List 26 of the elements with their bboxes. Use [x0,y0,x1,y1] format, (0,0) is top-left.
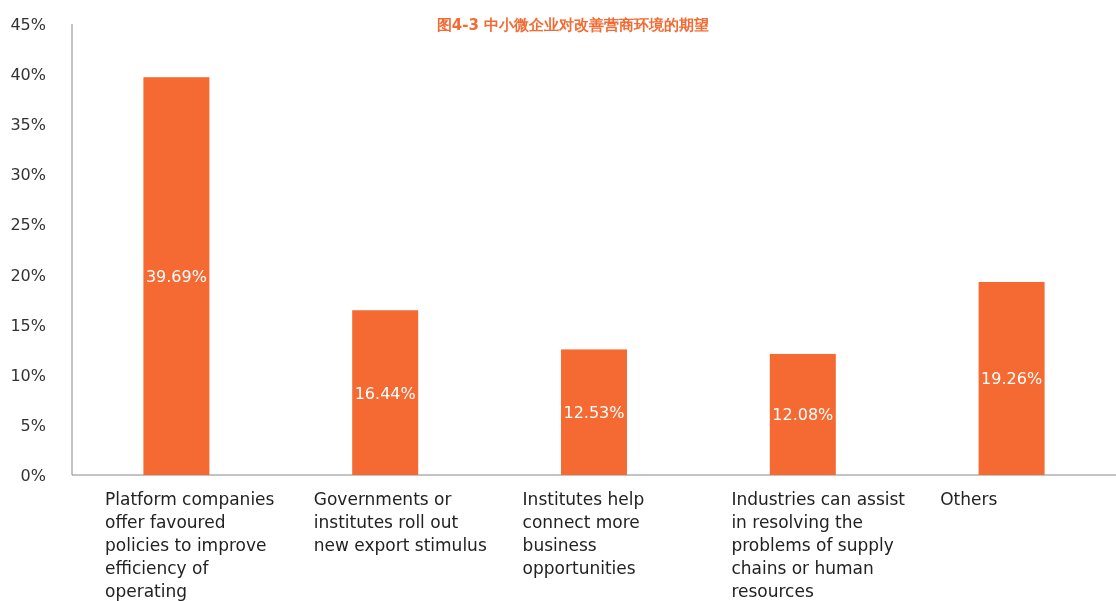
bar [978,281,1045,475]
y-tick-label: 25% [10,215,46,235]
data-label: 12.08% [772,405,834,425]
y-tick-label: 40% [10,65,46,85]
bar [143,77,210,475]
x-tick-label: Institutes help connect more business opportunities [522,489,645,578]
x-tick-label: Others [940,489,998,509]
data-label: 39.69% [145,267,207,287]
x-tick-label: Governments or institutes roll out new export stimulus [313,489,487,555]
y-tick-label: 15% [10,315,46,335]
bar [352,310,419,475]
chart-title: 图4-3 中小微企业对改善营商环境的期望 [436,16,710,34]
y-tick-label: 0% [20,466,46,485]
bar [769,353,836,475]
y-tick-label: 35% [10,115,46,135]
y-tick-label: 20% [10,265,46,285]
x-tick-label: Industries can assist in resolving the problems of supply chains or human resources [731,489,906,601]
data-label: 12.53% [563,403,625,423]
y-tick-label: 45% [10,15,46,34]
bar [561,349,627,475]
y-tick-label: 10% [10,365,46,385]
y-tick-label: 5% [20,415,46,435]
x-tick-label: Platform companies offer favoured policies to improve efficiency of operating [105,489,275,601]
y-tick-label: 30% [10,165,46,185]
data-label: 16.44% [354,383,416,403]
data-label: 19.26% [981,369,1043,389]
